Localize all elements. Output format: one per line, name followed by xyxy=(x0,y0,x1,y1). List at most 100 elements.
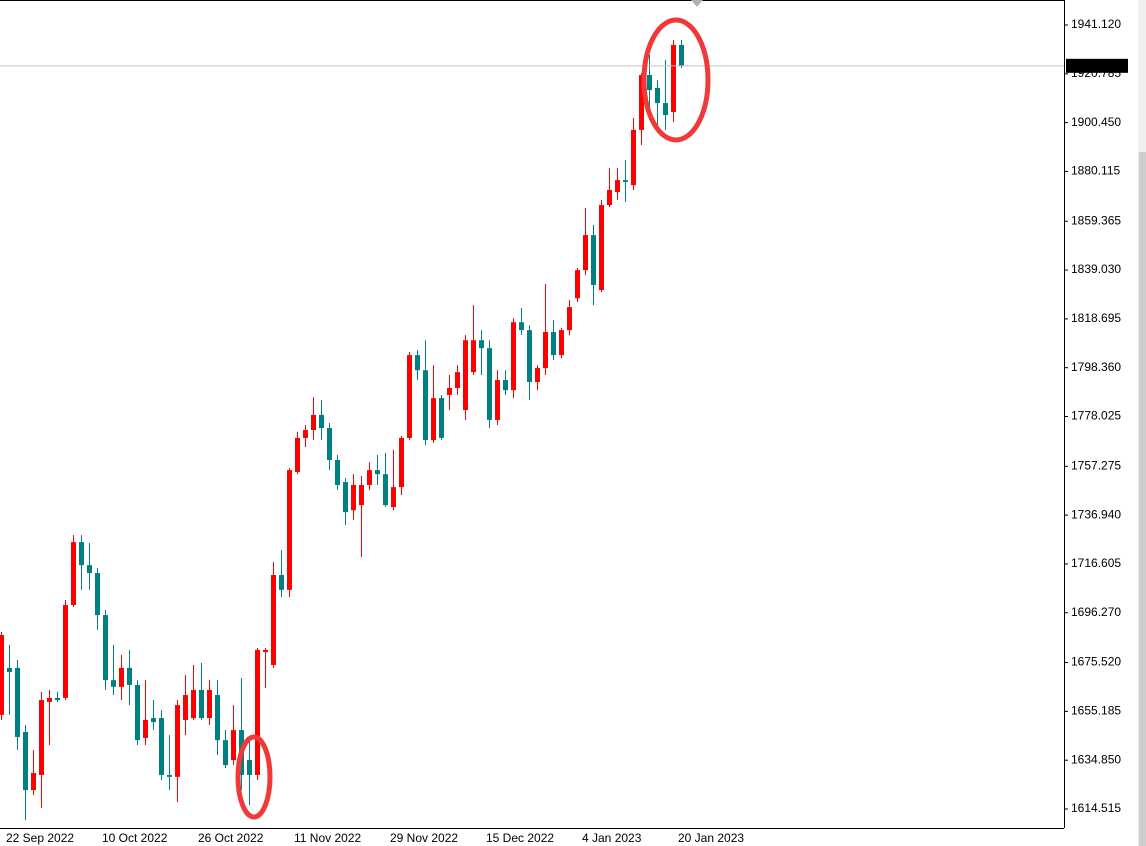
x-tick-label: 4 Jan 2023 xyxy=(582,831,642,845)
candle-body xyxy=(551,332,556,356)
candle-body xyxy=(519,322,524,331)
candle-body xyxy=(183,695,188,720)
candle-body xyxy=(447,387,452,395)
candle-body xyxy=(31,773,36,791)
candle-body xyxy=(631,129,636,186)
candle-body xyxy=(567,307,572,331)
x-tick-label: 26 Oct 2022 xyxy=(198,831,264,845)
candle-body xyxy=(671,44,676,112)
candle-body xyxy=(231,730,236,761)
candle-body xyxy=(79,542,84,566)
candle-body xyxy=(95,573,100,616)
y-tick-label: 1736.940 xyxy=(1071,507,1121,521)
y-tick-label: 1859.365 xyxy=(1071,213,1121,227)
last-price-box xyxy=(1066,58,1128,73)
y-tick-label: 1696.270 xyxy=(1071,605,1121,619)
x-tick-label: 10 Oct 2022 xyxy=(102,831,168,845)
candle-body xyxy=(55,697,60,701)
candle-body xyxy=(487,348,492,420)
candle-body xyxy=(319,414,324,429)
candle-body xyxy=(679,44,684,66)
candle-body xyxy=(23,731,28,791)
candle-body xyxy=(71,542,76,605)
candle-body xyxy=(375,470,380,475)
x-tick-label: 15 Dec 2022 xyxy=(486,831,554,845)
candle-body xyxy=(335,460,340,485)
candle-body xyxy=(431,398,436,441)
candle-body xyxy=(407,355,412,438)
candle-body xyxy=(151,718,156,723)
candle-body xyxy=(15,667,20,738)
candle-body xyxy=(527,330,532,382)
y-tick-label: 1818.695 xyxy=(1071,311,1121,325)
candle-body xyxy=(159,718,164,775)
candle-body xyxy=(647,74,652,91)
candle-body xyxy=(575,270,580,299)
candle-body xyxy=(327,428,332,461)
candle-body xyxy=(351,484,356,511)
candle-body xyxy=(367,470,372,485)
candle-body xyxy=(7,667,12,672)
candle-body xyxy=(63,604,68,698)
x-tick-label: 20 Jan 2023 xyxy=(678,831,744,845)
scrollbar-thumb[interactable] xyxy=(1139,152,1146,846)
candle-body xyxy=(503,380,508,391)
x-tick-label: 11 Nov 2022 xyxy=(294,831,361,845)
candle-body xyxy=(423,370,428,441)
candle-body xyxy=(399,437,404,488)
candle-body xyxy=(135,684,140,741)
y-tick-label: 1778.025 xyxy=(1071,409,1121,423)
candle-body xyxy=(591,235,596,286)
candle-body xyxy=(207,689,212,719)
candle-body xyxy=(479,340,484,349)
candle-body xyxy=(615,180,620,193)
y-tick-label: 1675.520 xyxy=(1071,655,1121,669)
candle-body xyxy=(359,484,364,506)
candle-body xyxy=(295,437,300,473)
candle-body xyxy=(543,332,548,369)
candle-body xyxy=(391,487,396,508)
candle-body xyxy=(599,205,604,291)
highlight-circle xyxy=(235,734,273,820)
y-tick-label: 1798.360 xyxy=(1071,360,1121,374)
candle-body xyxy=(463,340,468,411)
candle-body xyxy=(87,565,92,574)
candle-body xyxy=(311,414,316,430)
x-tick-label: 29 Nov 2022 xyxy=(390,831,458,845)
candle-body xyxy=(119,667,124,687)
candle-body xyxy=(583,235,588,271)
highlight-circle xyxy=(641,17,711,143)
shift-marker xyxy=(691,0,703,7)
y-tick-label: 1634.850 xyxy=(1071,752,1121,766)
candle-body xyxy=(111,680,116,687)
candle-body xyxy=(247,760,252,775)
candle-body xyxy=(255,649,260,775)
candle-body xyxy=(415,355,420,371)
candle-body xyxy=(103,615,108,681)
candle-body xyxy=(39,700,44,775)
y-tick-label: 1716.605 xyxy=(1071,556,1121,570)
candle-body xyxy=(663,103,668,116)
candle-body xyxy=(607,189,612,206)
candle-body xyxy=(215,695,220,741)
plot xyxy=(0,39,1064,821)
candle-body xyxy=(383,474,388,506)
y-tick-label: 1757.275 xyxy=(1071,458,1121,472)
candle-body xyxy=(303,429,308,438)
candle-body xyxy=(127,667,132,685)
candle-body xyxy=(175,705,180,777)
candle-body xyxy=(535,368,540,382)
candle-body xyxy=(191,689,196,719)
candle-body xyxy=(143,719,148,738)
candle-body xyxy=(343,482,348,513)
candle-body xyxy=(167,774,172,777)
candle-body xyxy=(263,649,268,653)
candle-body xyxy=(223,740,228,766)
candle-body xyxy=(47,697,52,702)
y-tick-label: 1655.185 xyxy=(1071,704,1121,718)
y-tick-label: 1839.030 xyxy=(1071,262,1121,276)
y-tick-label: 1941.120 xyxy=(1071,17,1121,31)
last-price-label: 1924.110 xyxy=(1070,58,1119,72)
